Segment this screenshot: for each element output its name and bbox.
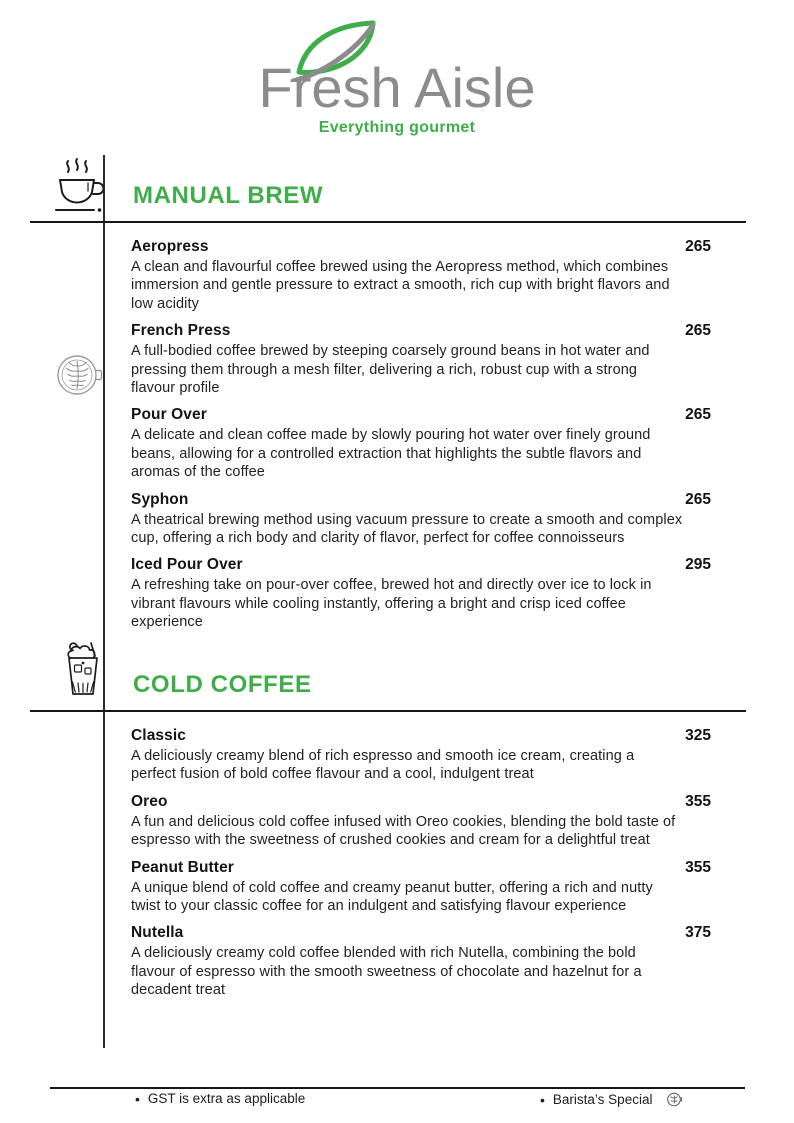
menu-item: Iced Pour Over 295 A refreshing take on … [131, 556, 711, 631]
latte-art-mini-icon [667, 1092, 683, 1107]
menu-item: Peanut Butter 355 A unique blend of cold… [131, 859, 711, 916]
item-description: A deliciously creamy cold coffee blended… [131, 945, 642, 999]
menu-item: Syphon 265 A theatrical brewing method u… [131, 491, 711, 548]
item-name: Iced Pour Over [131, 556, 243, 574]
item-price: 355 [685, 858, 711, 876]
section-divider-manual-brew [30, 221, 746, 223]
item-price: 265 [685, 322, 711, 340]
item-description: A fun and delicious cold coffee infused … [131, 813, 676, 849]
item-price: 295 [685, 556, 711, 574]
item-name: Aeropress [131, 238, 209, 255]
footer-note-text: GST is extra as applicable [147, 1091, 306, 1106]
bullet-dot: • [135, 1090, 140, 1107]
item-name: Classic [131, 727, 186, 744]
item-price: 355 [685, 792, 711, 810]
section-title-manual-brew: MANUAL BREW [133, 182, 324, 209]
item-description: A unique blend of cold coffee and creamy… [131, 879, 653, 915]
item-name: Pour Over [131, 406, 207, 424]
left-vertical-rule [103, 155, 105, 1048]
manual-brew-item-list: Aeropress 265 A clean and flavourful cof… [131, 238, 711, 641]
menu-item: Nutella 375 A deliciously creamy cold co… [131, 924, 711, 999]
item-description: A delicate and clean coffee made by slow… [131, 427, 651, 481]
item-price: 325 [685, 727, 711, 744]
item-description: A full-bodied coffee brewed by steeping … [131, 343, 650, 397]
menu-item: French Press 265 A full-bodied coffee br… [131, 322, 711, 397]
brand-name: Fresh Aisle [258, 56, 536, 119]
brand-logo: Fresh Aisle Everything gourmet [0, 16, 794, 137]
cold-coffee-item-list: Classic 325 A deliciously creamy blend o… [131, 727, 711, 1009]
item-price: 265 [685, 406, 711, 424]
latte-art-cup-icon [57, 355, 103, 395]
menu-item: Classic 325 A deliciously creamy blend o… [131, 727, 711, 784]
item-name: Syphon [131, 490, 189, 508]
leaf-icon [290, 20, 375, 82]
menu-item: Oreo 355 A fun and delicious cold coffee… [131, 793, 711, 850]
brand-tagline: Everything gourmet [318, 119, 476, 136]
item-name: Peanut Butter [131, 858, 234, 876]
item-name: French Press [131, 322, 231, 340]
item-name: Nutella [131, 924, 184, 942]
section-title-cold-coffee: COLD COFFEE [133, 671, 312, 698]
footer-divider [50, 1087, 745, 1089]
footer-note-text: Barista’s Special [552, 1092, 653, 1107]
menu-item: Pour Over 265 A delicate and clean coffe… [131, 406, 711, 481]
frappe-glass-icon [67, 642, 98, 695]
item-description: A deliciously creamy blend of rich espre… [131, 748, 635, 783]
section-divider-cold-coffee [30, 710, 746, 712]
item-description: A theatrical brewing method using vacuum… [131, 511, 683, 547]
item-description: A refreshing take on pour-over coffee, b… [131, 577, 652, 631]
bullet-dot: • [540, 1091, 545, 1108]
menu-item: Aeropress 265 A clean and flavourful cof… [131, 238, 711, 313]
item-description: A clean and flavourful coffee brewed usi… [131, 259, 670, 312]
footer-note-barista-special: • Barista’s Special [540, 1091, 683, 1108]
item-price: 265 [685, 238, 711, 255]
footer-note-gst: • GST is extra as applicable [135, 1091, 305, 1106]
hot-coffee-cup-icon [55, 158, 104, 212]
item-price: 375 [685, 924, 711, 942]
item-name: Oreo [131, 792, 168, 810]
item-price: 265 [685, 490, 711, 508]
